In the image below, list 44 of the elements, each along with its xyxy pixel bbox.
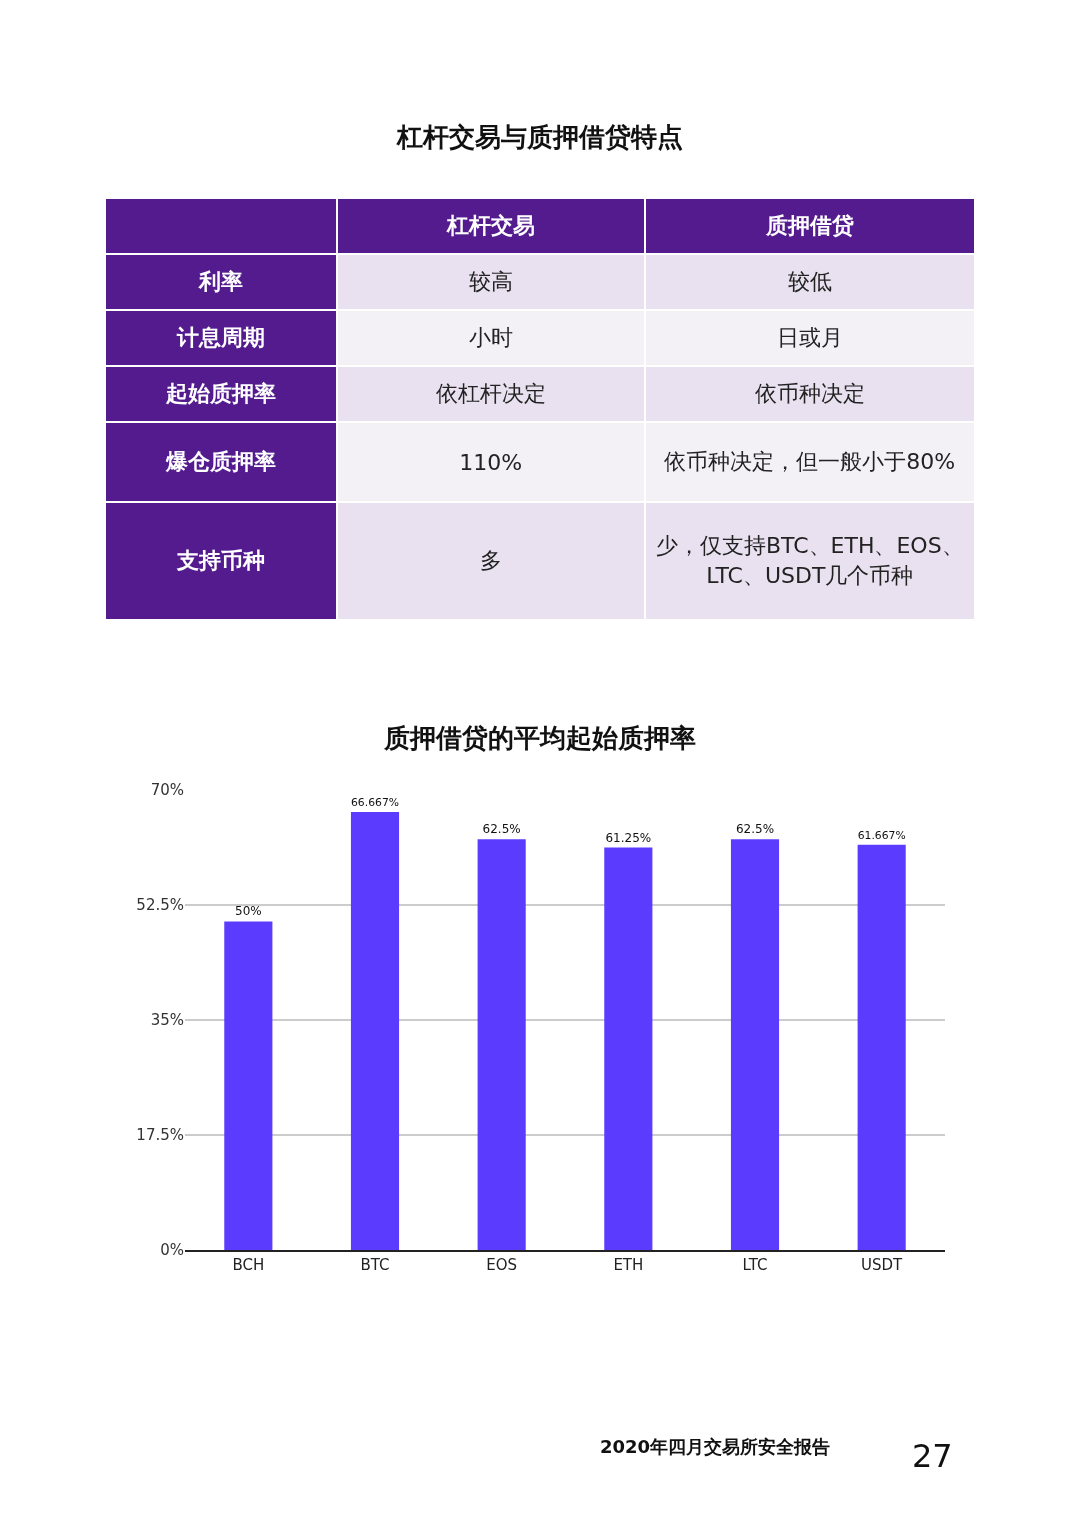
data-label: 62.5% bbox=[735, 822, 775, 837]
bar bbox=[604, 847, 653, 1250]
data-label: 62.5% bbox=[482, 822, 521, 837]
text: 2020年四月交易所安全报告 bbox=[600, 1435, 831, 1459]
bar bbox=[857, 844, 906, 1250]
category-label: 利率 bbox=[198, 269, 243, 294]
category-label: 计息周期 bbox=[176, 325, 265, 350]
x-tick-label: BCH bbox=[232, 1256, 265, 1274]
text: 小时 bbox=[468, 325, 513, 350]
text: 依币种决定，但一般小于80% bbox=[664, 449, 956, 474]
data-label: 50% bbox=[235, 904, 262, 919]
text: 依杠杆决定 bbox=[435, 381, 546, 406]
category-label: 爆仓质押率 bbox=[165, 449, 276, 474]
text: 110% bbox=[459, 449, 523, 475]
category-label: 起始质押率 bbox=[165, 381, 276, 406]
text: 多 bbox=[479, 548, 502, 573]
text: 日或月 bbox=[776, 325, 843, 350]
text: 较低 bbox=[787, 269, 832, 294]
y-tick-label: 52.5% bbox=[136, 896, 184, 915]
x-tick-label: BTC bbox=[360, 1256, 390, 1274]
data-label: 61.25% bbox=[605, 830, 652, 845]
bar bbox=[224, 921, 273, 1250]
x-tick-label: EOS bbox=[486, 1256, 518, 1274]
bar bbox=[477, 839, 526, 1250]
x-tick-label: LTC bbox=[742, 1256, 768, 1274]
text: 27 bbox=[912, 1437, 953, 1475]
data-label: 66.667% bbox=[350, 796, 400, 810]
data-label: 61.667% bbox=[857, 829, 906, 843]
bar bbox=[730, 839, 780, 1250]
category-label: 质押借贷 bbox=[644, 198, 975, 254]
category-label: 杠杆交易 bbox=[336, 198, 645, 254]
chart-title: 质押借贷的平均起始质押率 bbox=[383, 723, 696, 754]
category-label: 支持币种 bbox=[176, 548, 265, 573]
x-tick-label: USDT bbox=[861, 1256, 904, 1274]
text: 杠杆交易与质押借贷特点 bbox=[395, 121, 684, 154]
x-tick-label: ETH bbox=[613, 1256, 644, 1274]
bar bbox=[350, 811, 400, 1250]
text: 较高 bbox=[468, 269, 513, 294]
y-tick-label: 17.5% bbox=[136, 1126, 184, 1145]
y-tick-label: 0% bbox=[160, 1241, 184, 1260]
y-tick-label: 35% bbox=[150, 1011, 184, 1030]
text: 少，仅支持BTC、ETH、EOS、LTC、USDT几个币种 bbox=[655, 533, 964, 588]
text: 依币种决定 bbox=[754, 381, 865, 406]
y-tick-label: 70% bbox=[150, 781, 184, 800]
